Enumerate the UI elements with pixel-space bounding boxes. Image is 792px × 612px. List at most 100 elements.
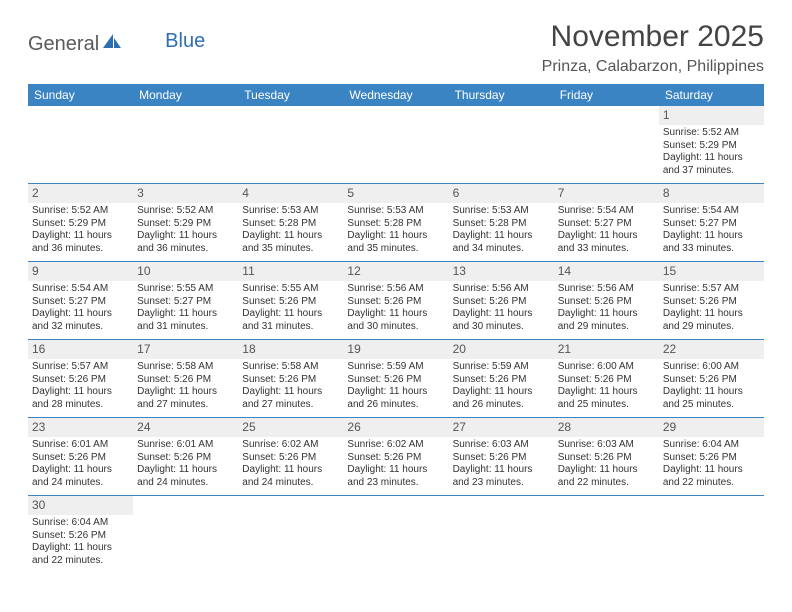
daylight-text: and 22 minutes. (663, 477, 760, 490)
day-cell (343, 106, 448, 184)
sunset-text: Sunset: 5:27 PM (663, 218, 760, 231)
sunrise-text: Sunrise: 5:59 AM (453, 361, 550, 374)
day-cell: 23Sunrise: 6:01 AMSunset: 5:26 PMDayligh… (28, 418, 133, 496)
day-cell: 5Sunrise: 5:53 AMSunset: 5:28 PMDaylight… (343, 184, 448, 262)
sunset-text: Sunset: 5:26 PM (663, 296, 760, 309)
week-row: 16Sunrise: 5:57 AMSunset: 5:26 PMDayligh… (28, 340, 764, 418)
day-header-row: Sunday Monday Tuesday Wednesday Thursday… (28, 84, 764, 106)
daylight-text: Daylight: 11 hours (558, 308, 655, 321)
sunset-text: Sunset: 5:26 PM (453, 296, 550, 309)
daylight-text: Daylight: 11 hours (663, 386, 760, 399)
sunset-text: Sunset: 5:29 PM (32, 218, 129, 231)
daylight-text: Daylight: 11 hours (137, 464, 234, 477)
day-cell: 1Sunrise: 5:52 AMSunset: 5:29 PMDaylight… (659, 106, 764, 184)
daylight-text: and 25 minutes. (663, 399, 760, 412)
day-number: 11 (238, 262, 343, 281)
day-cell: 11Sunrise: 5:55 AMSunset: 5:26 PMDayligh… (238, 262, 343, 340)
day-number: 28 (554, 418, 659, 437)
day-cell: 8Sunrise: 5:54 AMSunset: 5:27 PMDaylight… (659, 184, 764, 262)
daylight-text: Daylight: 11 hours (453, 230, 550, 243)
daylight-text: and 29 minutes. (558, 321, 655, 334)
day-header: Saturday (659, 84, 764, 106)
sunset-text: Sunset: 5:28 PM (347, 218, 444, 231)
day-number: 18 (238, 340, 343, 359)
day-cell: 6Sunrise: 5:53 AMSunset: 5:28 PMDaylight… (449, 184, 554, 262)
day-cell: 24Sunrise: 6:01 AMSunset: 5:26 PMDayligh… (133, 418, 238, 496)
sunrise-text: Sunrise: 5:56 AM (347, 283, 444, 296)
sunset-text: Sunset: 5:26 PM (242, 452, 339, 465)
month-title: November 2025 (542, 20, 764, 54)
sunset-text: Sunset: 5:26 PM (347, 296, 444, 309)
day-cell: 28Sunrise: 6:03 AMSunset: 5:26 PMDayligh… (554, 418, 659, 496)
daylight-text: Daylight: 11 hours (242, 308, 339, 321)
day-number: 13 (449, 262, 554, 281)
sunrise-text: Sunrise: 6:03 AM (558, 439, 655, 452)
sunrise-text: Sunrise: 5:56 AM (453, 283, 550, 296)
daylight-text: and 36 minutes. (32, 243, 129, 256)
logo-text-blue: Blue (165, 30, 205, 53)
daylight-text: Daylight: 11 hours (663, 308, 760, 321)
day-cell: 7Sunrise: 5:54 AMSunset: 5:27 PMDaylight… (554, 184, 659, 262)
sunrise-text: Sunrise: 5:53 AM (347, 205, 444, 218)
daylight-text: and 30 minutes. (453, 321, 550, 334)
daylight-text: and 25 minutes. (558, 399, 655, 412)
sail-icon (101, 32, 123, 56)
daylight-text: Daylight: 11 hours (32, 464, 129, 477)
sunrise-text: Sunrise: 5:52 AM (137, 205, 234, 218)
daylight-text: and 26 minutes. (347, 399, 444, 412)
day-cell (554, 496, 659, 574)
sunrise-text: Sunrise: 5:54 AM (558, 205, 655, 218)
sunrise-text: Sunrise: 6:02 AM (347, 439, 444, 452)
day-number: 6 (449, 184, 554, 203)
sunrise-text: Sunrise: 6:03 AM (453, 439, 550, 452)
day-number: 23 (28, 418, 133, 437)
daylight-text: Daylight: 11 hours (32, 308, 129, 321)
sunset-text: Sunset: 5:26 PM (347, 452, 444, 465)
day-number: 9 (28, 262, 133, 281)
daylight-text: and 36 minutes. (137, 243, 234, 256)
sunrise-text: Sunrise: 5:53 AM (453, 205, 550, 218)
day-number: 30 (28, 496, 133, 515)
day-cell: 9Sunrise: 5:54 AMSunset: 5:27 PMDaylight… (28, 262, 133, 340)
daylight-text: Daylight: 11 hours (347, 464, 444, 477)
sunrise-text: Sunrise: 5:59 AM (347, 361, 444, 374)
day-number: 24 (133, 418, 238, 437)
daylight-text: and 31 minutes. (137, 321, 234, 334)
week-row: 1Sunrise: 5:52 AMSunset: 5:29 PMDaylight… (28, 106, 764, 184)
daylight-text: and 32 minutes. (32, 321, 129, 334)
day-number: 27 (449, 418, 554, 437)
day-number: 26 (343, 418, 448, 437)
daylight-text: and 28 minutes. (32, 399, 129, 412)
daylight-text: and 22 minutes. (32, 555, 129, 568)
calendar-table: Sunday Monday Tuesday Wednesday Thursday… (28, 84, 764, 573)
daylight-text: and 34 minutes. (453, 243, 550, 256)
daylight-text: and 35 minutes. (347, 243, 444, 256)
day-number: 8 (659, 184, 764, 203)
day-cell: 13Sunrise: 5:56 AMSunset: 5:26 PMDayligh… (449, 262, 554, 340)
daylight-text: Daylight: 11 hours (347, 230, 444, 243)
sunrise-text: Sunrise: 6:01 AM (137, 439, 234, 452)
daylight-text: and 24 minutes. (242, 477, 339, 490)
daylight-text: and 30 minutes. (347, 321, 444, 334)
sunset-text: Sunset: 5:29 PM (663, 140, 760, 153)
day-header: Monday (133, 84, 238, 106)
daylight-text: Daylight: 11 hours (32, 542, 129, 555)
sunset-text: Sunset: 5:26 PM (32, 530, 129, 543)
sunset-text: Sunset: 5:27 PM (32, 296, 129, 309)
day-cell (554, 106, 659, 184)
day-number: 7 (554, 184, 659, 203)
day-cell: 19Sunrise: 5:59 AMSunset: 5:26 PMDayligh… (343, 340, 448, 418)
sunset-text: Sunset: 5:26 PM (347, 374, 444, 387)
sunset-text: Sunset: 5:26 PM (558, 374, 655, 387)
day-header: Sunday (28, 84, 133, 106)
day-header: Wednesday (343, 84, 448, 106)
week-row: 23Sunrise: 6:01 AMSunset: 5:26 PMDayligh… (28, 418, 764, 496)
sunset-text: Sunset: 5:28 PM (242, 218, 339, 231)
daylight-text: Daylight: 11 hours (347, 386, 444, 399)
daylight-text: Daylight: 11 hours (32, 230, 129, 243)
daylight-text: Daylight: 11 hours (558, 386, 655, 399)
day-cell: 27Sunrise: 6:03 AMSunset: 5:26 PMDayligh… (449, 418, 554, 496)
day-header: Friday (554, 84, 659, 106)
day-cell: 17Sunrise: 5:58 AMSunset: 5:26 PMDayligh… (133, 340, 238, 418)
daylight-text: Daylight: 11 hours (137, 230, 234, 243)
